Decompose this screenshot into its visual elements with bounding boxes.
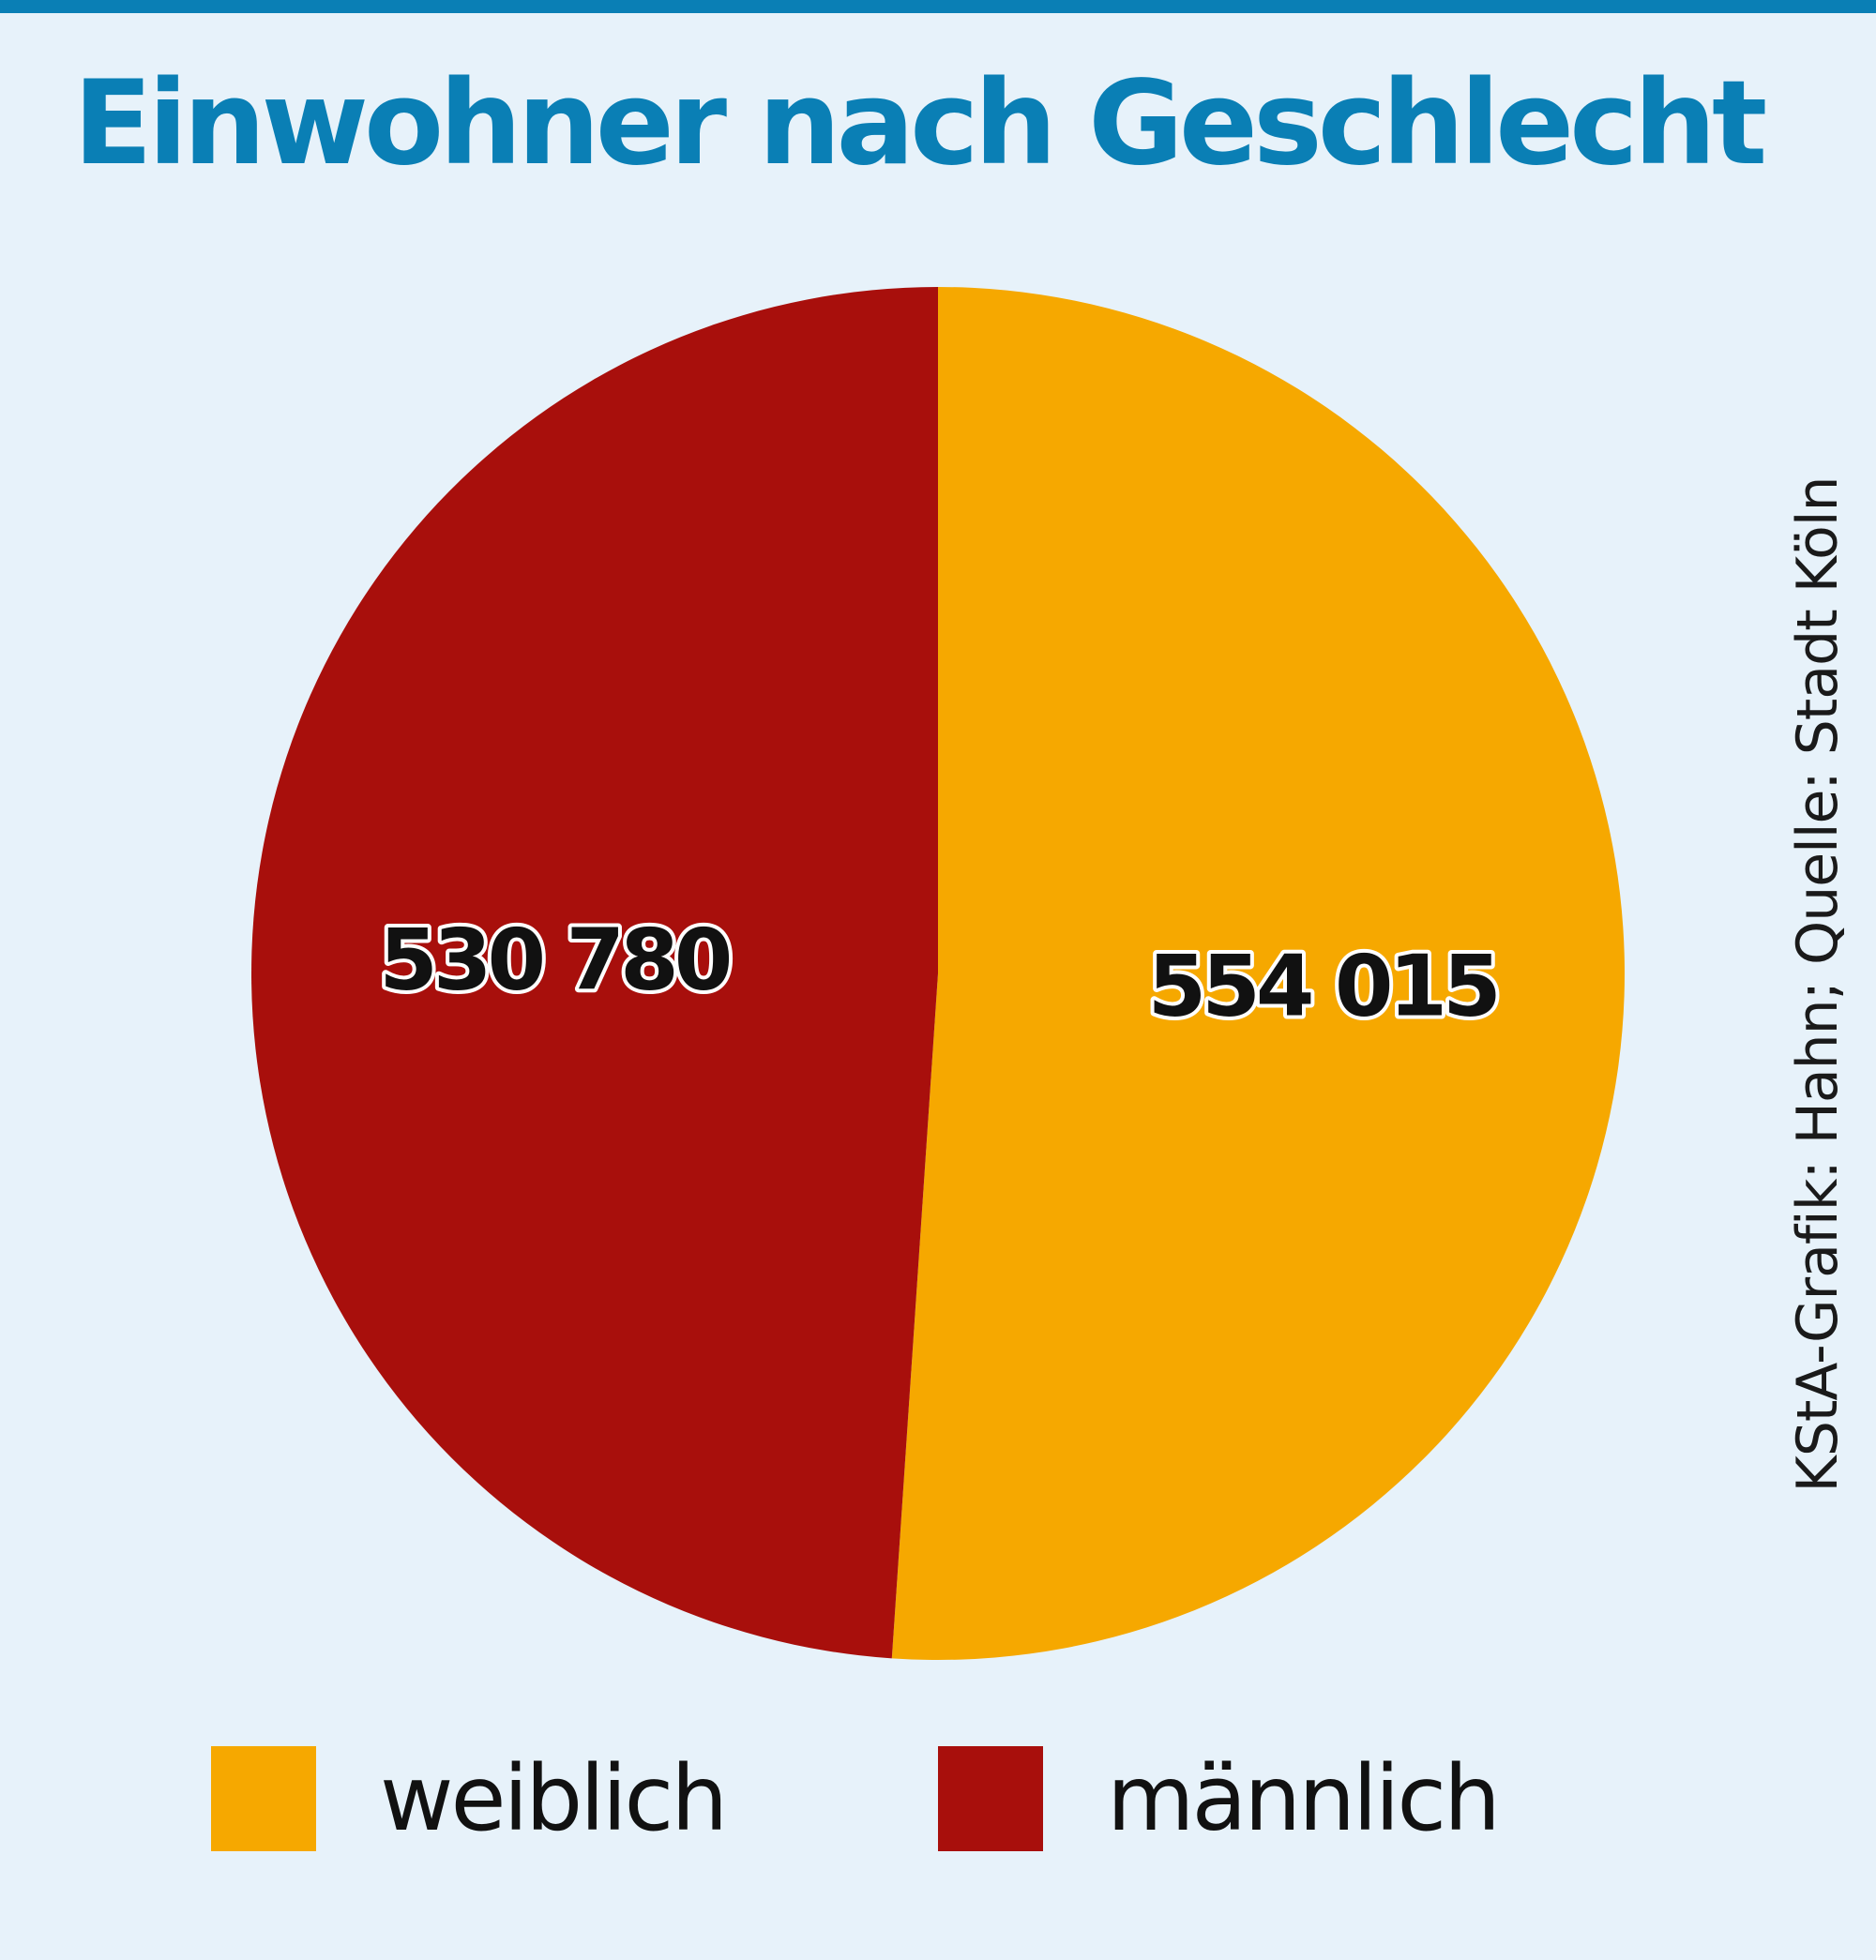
slice-value-label-maennlich: 530 780: [379, 912, 729, 1010]
pie-slice-weiblich: [891, 287, 1626, 1660]
legend-swatch-weiblich: [211, 1746, 316, 1851]
top-accent-rule: [0, 0, 1876, 13]
chart-title: Einwohner nach Geschlecht: [73, 56, 1767, 191]
legend-swatch-maennlich: [938, 1746, 1043, 1851]
legend-item-maennlich: männlich: [938, 1746, 1501, 1851]
legend-label-weiblich: weiblich: [380, 1746, 728, 1851]
pie-slice-maennlich: [251, 287, 938, 1659]
slice-value-label-weiblich: 554 015: [1148, 937, 1497, 1035]
source-credit: KStA-Grafik: Hahn; Quelle: Stadt Köln: [1785, 476, 1851, 1493]
legend-label-maennlich: männlich: [1107, 1746, 1501, 1851]
legend-item-weiblich: weiblich: [211, 1746, 728, 1851]
